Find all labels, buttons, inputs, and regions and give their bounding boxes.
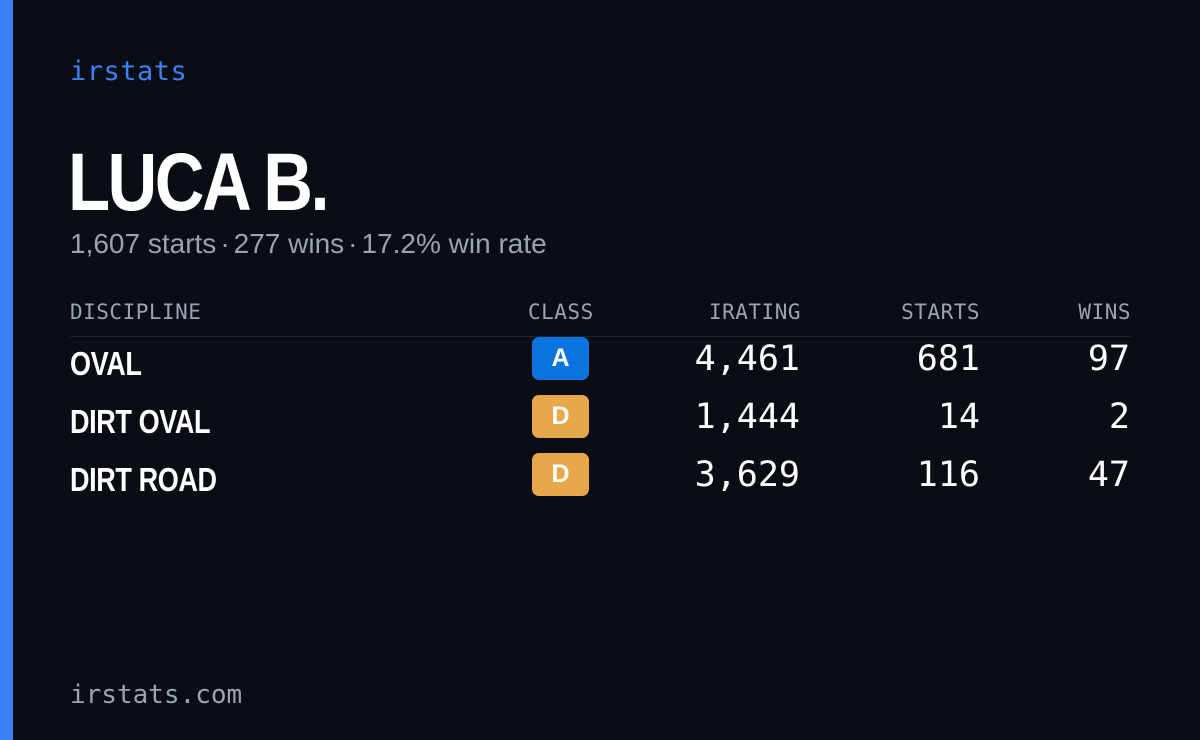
class-badge: D bbox=[532, 395, 589, 438]
column-header-starts: STARTS bbox=[901, 300, 980, 324]
summary-separator: · bbox=[220, 228, 230, 259]
starts-value: 116 bbox=[916, 455, 980, 495]
brand-logo-text: irstats bbox=[70, 56, 188, 87]
discipline-name: DIRT OVAL bbox=[70, 403, 211, 440]
starts-value: 681 bbox=[916, 339, 980, 379]
table-header: DISCIPLINE CLASS IRATING STARTS WINS bbox=[70, 298, 1131, 337]
discipline-name: DIRT ROAD bbox=[70, 461, 217, 498]
wins-value: 47 bbox=[1087, 455, 1130, 495]
class-badge: A bbox=[532, 337, 589, 380]
wins-value: 97 bbox=[1087, 339, 1130, 379]
footer-url: irstats.com bbox=[70, 680, 243, 710]
wins-value: 2 bbox=[1108, 397, 1130, 437]
table-row: OVAL A 4,461 681 97 bbox=[70, 337, 1131, 395]
column-header-irating: IRATING bbox=[708, 300, 801, 324]
starts-value: 14 bbox=[937, 397, 980, 437]
summary-wins: 277 wins bbox=[233, 228, 345, 259]
summary-starts: 1,607 starts bbox=[70, 228, 217, 259]
irating-value: 4,461 bbox=[694, 339, 800, 379]
summary-win-rate: 17.2% win rate bbox=[361, 228, 547, 259]
table-row: DIRT ROAD D 3,629 116 47 bbox=[70, 453, 1131, 511]
accent-bar bbox=[0, 0, 13, 740]
column-header-wins: WINS bbox=[1078, 300, 1131, 324]
discipline-name: OVAL bbox=[70, 345, 142, 382]
player-name: LUCA B. bbox=[68, 137, 330, 228]
irating-value: 3,629 bbox=[694, 455, 800, 495]
class-badge: D bbox=[532, 453, 589, 496]
column-header-discipline: DISCIPLINE bbox=[70, 300, 202, 324]
player-summary: 1,607 starts · 277 wins · 17.2% win rate bbox=[70, 228, 547, 260]
table-row: DIRT OVAL D 1,444 14 2 bbox=[70, 395, 1131, 453]
discipline-table: DISCIPLINE CLASS IRATING STARTS WINS OVA… bbox=[70, 298, 1131, 511]
column-header-class: CLASS bbox=[528, 300, 594, 324]
summary-separator: · bbox=[348, 228, 358, 259]
irating-value: 1,444 bbox=[694, 397, 800, 437]
